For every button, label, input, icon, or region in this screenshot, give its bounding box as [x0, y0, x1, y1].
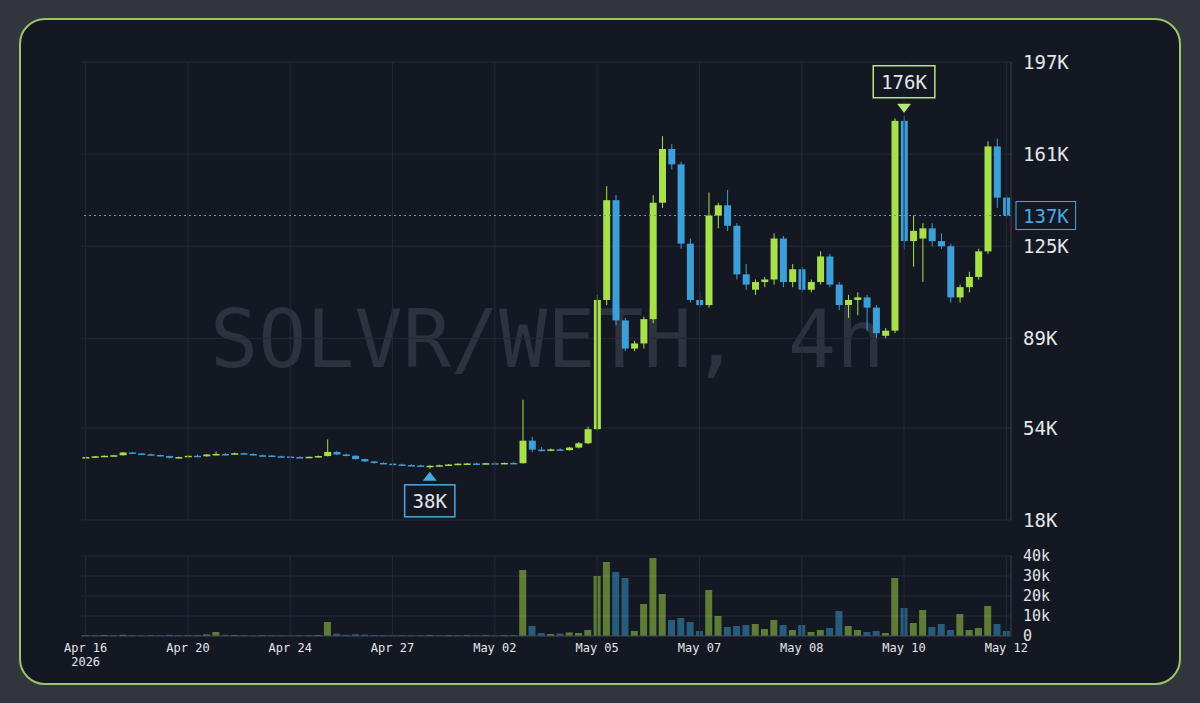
svg-text:40k: 40k: [1023, 547, 1050, 565]
svg-text:197K: 197K: [1023, 51, 1069, 73]
svg-text:May 12: May 12: [985, 641, 1028, 655]
svg-text:Apr 20: Apr 20: [166, 641, 209, 655]
html-text:SOLVR/WETH, 4h: SOLVR/WETH, 4h: [210, 293, 885, 386]
svg-text:18K: 18K: [1023, 509, 1058, 531]
svg-text:May 10: May 10: [882, 641, 925, 655]
svg-text:May 07: May 07: [678, 641, 721, 655]
svg-text:38K: 38K: [413, 490, 448, 512]
svg-text:89K: 89K: [1023, 327, 1058, 349]
svg-text:May 08: May 08: [780, 641, 823, 655]
svg-text:May 05: May 05: [575, 641, 618, 655]
svg-text:30k: 30k: [1023, 567, 1050, 585]
svg-text:Apr 24: Apr 24: [269, 641, 312, 655]
svg-text:54K: 54K: [1023, 417, 1058, 439]
svg-text:Apr 27: Apr 27: [371, 641, 414, 655]
svg-text:176K: 176K: [881, 71, 927, 93]
svg-text:May 02: May 02: [473, 641, 516, 655]
svg-text:161K: 161K: [1023, 143, 1069, 165]
svg-text:10k: 10k: [1023, 607, 1050, 625]
svg-text:Apr 162026: Apr 162026: [64, 641, 107, 669]
svg-text:137K: 137K: [1023, 205, 1069, 227]
svg-text:20k: 20k: [1023, 587, 1050, 605]
svg-text:0: 0: [1023, 627, 1032, 645]
svg-text:125K: 125K: [1023, 235, 1069, 257]
